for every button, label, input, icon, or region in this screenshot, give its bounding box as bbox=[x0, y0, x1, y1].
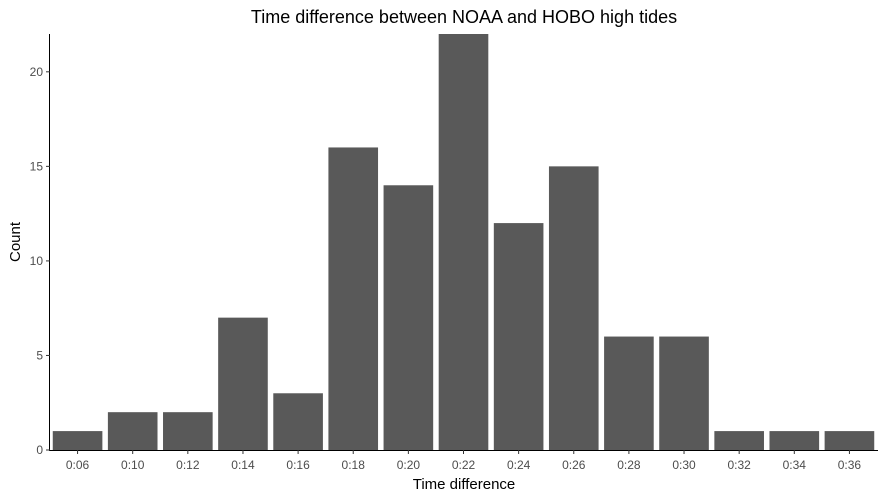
bar-0-10 bbox=[107, 412, 158, 450]
x-tick-label: 0:34 bbox=[783, 458, 807, 472]
x-tick-label: 0:26 bbox=[562, 458, 586, 472]
bar-0-12 bbox=[163, 412, 213, 450]
bar-0-30 bbox=[659, 336, 709, 450]
bar-0-18 bbox=[328, 147, 379, 450]
y-tick-label: 10 bbox=[30, 254, 44, 268]
bar-0-16 bbox=[273, 393, 323, 450]
chart-title: Time difference between NOAA and HOBO hi… bbox=[251, 7, 677, 27]
x-tick-label: 0:30 bbox=[672, 458, 696, 472]
x-tick-label: 0:20 bbox=[397, 458, 421, 472]
x-tick-label: 0:22 bbox=[452, 458, 476, 472]
x-tick-label: 0:32 bbox=[727, 458, 751, 472]
x-tick-label: 0:24 bbox=[507, 458, 531, 472]
bar-0-28 bbox=[604, 336, 654, 450]
y-tick-label: 5 bbox=[36, 348, 43, 362]
bars bbox=[52, 34, 875, 451]
bar-0-20 bbox=[383, 185, 434, 450]
bar-0-32 bbox=[714, 431, 764, 450]
y-tick-label: 0 bbox=[36, 443, 43, 457]
x-tick-label: 0:28 bbox=[617, 458, 641, 472]
y-tick-label: 20 bbox=[30, 65, 44, 79]
x-tick-label: 0:12 bbox=[176, 458, 200, 472]
y-tick-label: 15 bbox=[30, 159, 44, 173]
bar-0-36 bbox=[824, 431, 875, 450]
x-tick-label: 0:36 bbox=[838, 458, 862, 472]
x-tick-label: 0:10 bbox=[121, 458, 145, 472]
x-axis-label: Time difference bbox=[413, 476, 516, 493]
x-tick-label: 0:18 bbox=[342, 458, 366, 472]
x-tick-label: 0:14 bbox=[231, 458, 255, 472]
x-axis-ticks: 0:06 0:10 0:12 0:14 0:16 0:18 0:20 0:22 0:24 0:26… bbox=[66, 450, 862, 472]
bar-0-26 bbox=[548, 166, 599, 451]
x-tick-label: 0:06 bbox=[66, 458, 90, 472]
bar-0-34 bbox=[769, 431, 820, 450]
bar-0-22 bbox=[438, 34, 489, 450]
bar-0-24 bbox=[493, 223, 544, 450]
plot-area bbox=[52, 34, 875, 451]
y-axis-ticks: 0 5 10 15 20 bbox=[30, 65, 50, 457]
x-tick-label: 0:16 bbox=[286, 458, 310, 472]
y-axis-label: Count bbox=[7, 221, 24, 262]
bar-0-14 bbox=[218, 317, 268, 450]
bar-0-06 bbox=[52, 431, 103, 450]
